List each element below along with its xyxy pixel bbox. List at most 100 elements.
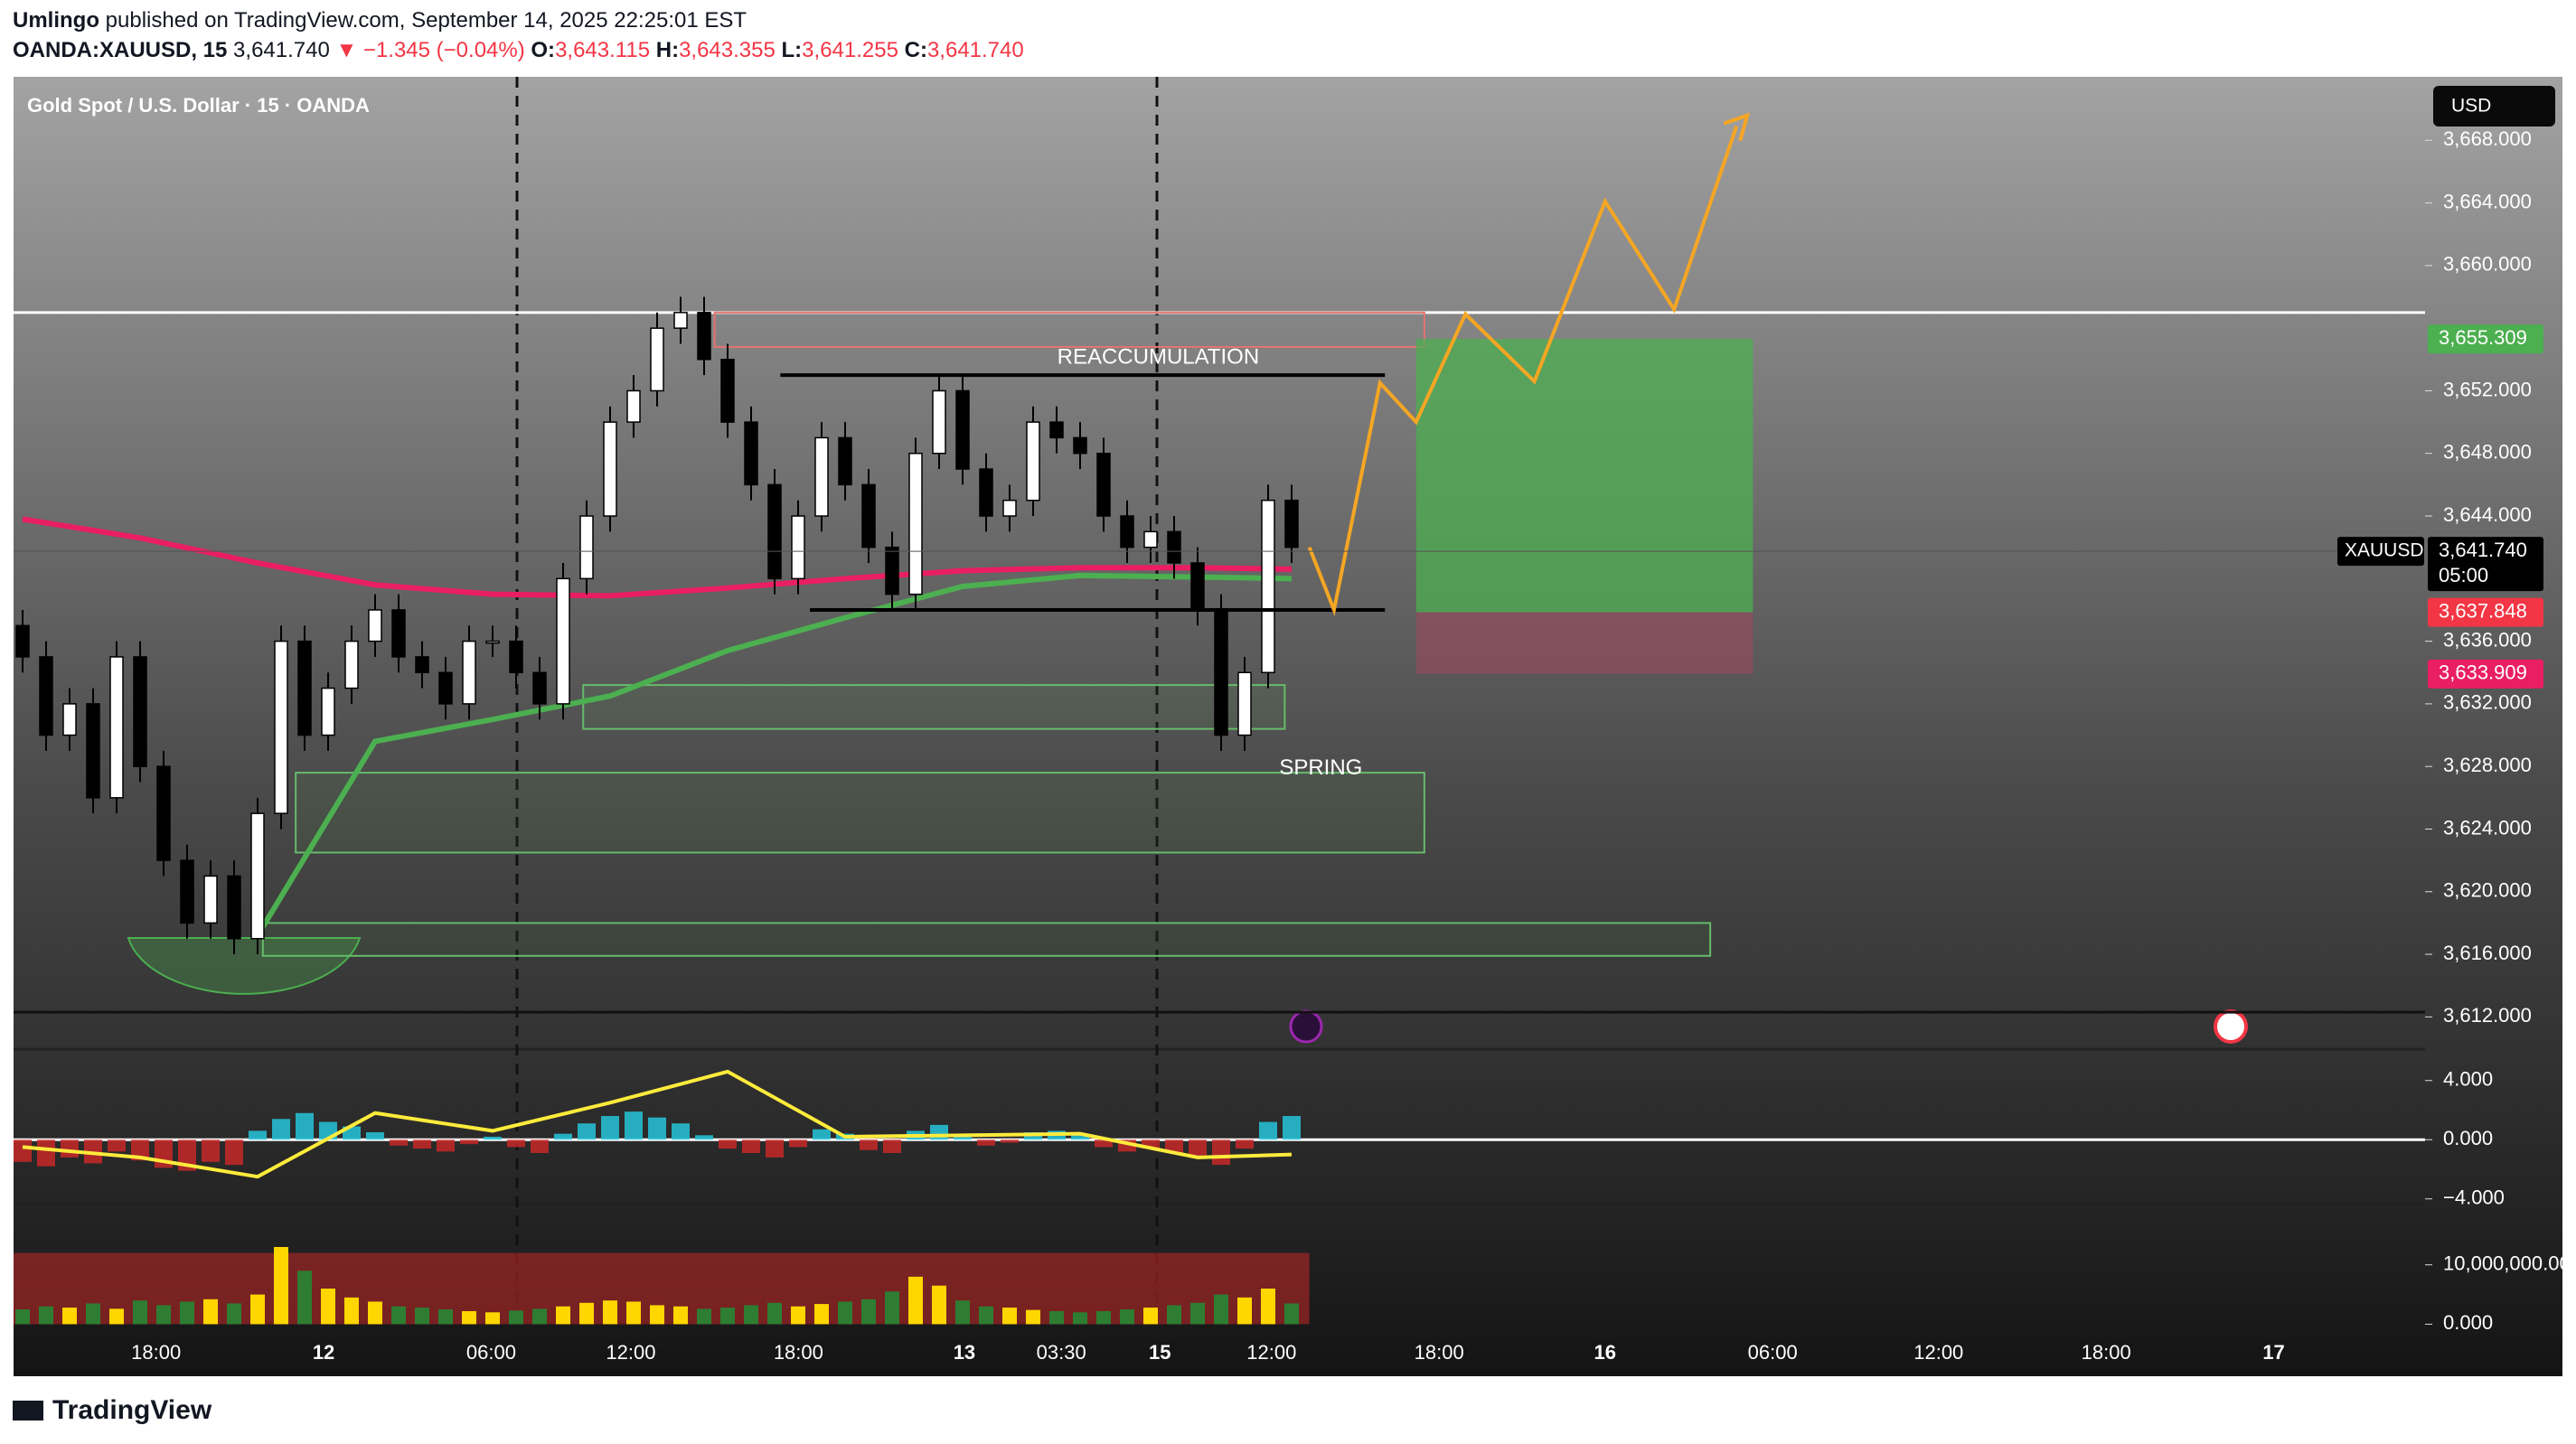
volume-bar xyxy=(650,1305,664,1325)
price-tag-label: 3,633.909 xyxy=(2439,661,2527,684)
volume-bar xyxy=(180,1301,194,1325)
volume-bar xyxy=(1284,1303,1299,1325)
logo-mark xyxy=(13,1401,43,1421)
price-tag xyxy=(2428,324,2543,354)
volume-bar xyxy=(321,1289,335,1325)
candle-body xyxy=(697,312,711,361)
candle-body xyxy=(1120,515,1134,549)
osc-bar xyxy=(202,1139,220,1162)
volume-bar xyxy=(979,1306,993,1325)
osc-bar xyxy=(954,1135,972,1140)
currency[interactable]: USD xyxy=(2451,96,2491,117)
candle-body xyxy=(203,875,218,924)
x-tick-label: 18:00 xyxy=(1415,1341,1464,1364)
candle-body xyxy=(885,546,899,595)
x-tick-label: 12:00 xyxy=(1246,1341,1296,1364)
volume-bar xyxy=(109,1308,124,1325)
y-tick-label: 10,000,000.000 xyxy=(2443,1252,2576,1275)
volume-bar xyxy=(814,1304,829,1325)
event-icon[interactable] xyxy=(2214,1009,2248,1044)
candle-body xyxy=(720,359,735,423)
l-label: L: xyxy=(782,38,803,62)
y-tick-label: 3,628.000 xyxy=(2443,754,2532,776)
candle-body xyxy=(532,671,547,705)
volume-bar xyxy=(509,1310,523,1325)
x-tick-label: 17 xyxy=(2262,1341,2284,1364)
candle-body xyxy=(979,468,993,517)
osc-bar xyxy=(1259,1121,1277,1140)
volume-bar xyxy=(1261,1289,1275,1325)
candle-body xyxy=(1214,609,1228,736)
candle-body xyxy=(1284,499,1299,549)
brand: TradingView xyxy=(52,1395,212,1425)
volume-bar xyxy=(791,1306,805,1325)
currency-button[interactable] xyxy=(2433,86,2555,127)
h: 3,643.355 xyxy=(679,38,776,62)
candle-body xyxy=(368,609,382,642)
volume-bar xyxy=(673,1306,688,1325)
candle-body xyxy=(344,640,359,689)
volume-bar xyxy=(1190,1302,1205,1325)
target-box xyxy=(1415,339,1753,613)
volume-bar xyxy=(485,1312,500,1325)
volume-bar xyxy=(86,1303,100,1325)
osc-bar xyxy=(1283,1116,1301,1140)
symbol-label: XAUUSD xyxy=(2345,540,2424,561)
candle-body xyxy=(485,640,500,644)
candle-body xyxy=(908,452,923,595)
x-tick-label: 18:00 xyxy=(131,1341,181,1364)
y-tick-label: 3,660.000 xyxy=(2443,253,2532,276)
osc-bar xyxy=(37,1139,55,1167)
volume-bar xyxy=(274,1247,288,1325)
osc-bar xyxy=(131,1139,149,1161)
volume-bar xyxy=(626,1301,641,1325)
y-tick-label: 3,644.000 xyxy=(2443,503,2532,526)
volume-bar xyxy=(908,1276,923,1325)
moving-average xyxy=(22,516,1293,599)
osc-bar xyxy=(296,1112,314,1140)
volume-bar xyxy=(438,1309,453,1325)
moving-average xyxy=(255,572,1293,937)
y-tick-label: 3,652.000 xyxy=(2443,378,2532,400)
volume-bar xyxy=(203,1299,218,1325)
osc-bar xyxy=(1071,1135,1089,1140)
osc-bar xyxy=(672,1123,690,1140)
volume-bar xyxy=(885,1291,899,1325)
osc-bar xyxy=(366,1132,384,1140)
osc-bar xyxy=(1142,1139,1160,1149)
y-tick-label: 0.000 xyxy=(2443,1127,2493,1149)
y-tick-label: −4.000 xyxy=(2443,1186,2505,1209)
volume-bar xyxy=(1120,1309,1134,1325)
candle-body xyxy=(1073,436,1087,455)
o: 3,643.115 xyxy=(555,38,650,62)
x-tick-label: 12:00 xyxy=(606,1341,655,1364)
osc-bar xyxy=(789,1139,807,1148)
osc-bar xyxy=(531,1139,549,1153)
candle-body xyxy=(62,703,77,736)
osc-bar xyxy=(14,1139,32,1162)
candle-body xyxy=(391,609,406,658)
osc-bar xyxy=(225,1139,243,1166)
osc-bar xyxy=(1189,1139,1207,1157)
volume-bar xyxy=(579,1302,594,1325)
last-price-label: 3,641.740 xyxy=(2439,539,2527,561)
accumulation-arc xyxy=(127,937,362,995)
osc-bar xyxy=(484,1136,502,1140)
volume-bar xyxy=(156,1305,171,1325)
candle-body xyxy=(227,875,241,940)
candle-body xyxy=(791,515,805,580)
volume-bar xyxy=(62,1308,77,1325)
volume-bar xyxy=(1143,1308,1158,1325)
osc-bar xyxy=(860,1139,878,1150)
volume-bar xyxy=(227,1303,241,1325)
y-tick-label: 3,668.000 xyxy=(2443,127,2532,150)
volume-bar xyxy=(838,1301,852,1325)
osc-bar xyxy=(578,1123,596,1140)
candle-body xyxy=(1002,499,1017,517)
osc-bar xyxy=(108,1139,126,1152)
candle-body xyxy=(744,421,758,486)
event-icon[interactable] xyxy=(1289,1009,1323,1044)
volume-bar xyxy=(391,1306,406,1325)
